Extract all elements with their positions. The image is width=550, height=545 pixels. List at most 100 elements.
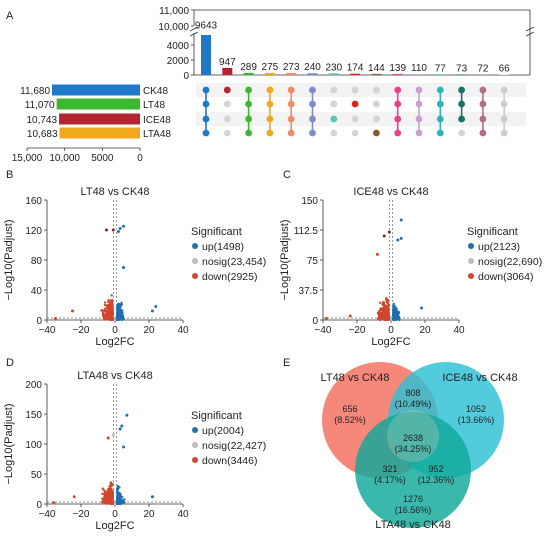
point-down xyxy=(103,491,107,495)
set-axis-tick-label: 5000 xyxy=(91,153,114,164)
set-name-label: LTA48 xyxy=(143,129,171,140)
point-down xyxy=(378,301,382,304)
matrix-dot xyxy=(309,100,316,108)
point-down xyxy=(110,298,114,302)
venn-region-percent: (10.49%) xyxy=(395,399,432,409)
point-outlier xyxy=(150,495,154,499)
matrix-dot xyxy=(309,86,316,94)
point-up xyxy=(117,501,120,505)
matrix-dot xyxy=(330,100,338,108)
matrix-dot xyxy=(415,86,423,94)
matrix-dot xyxy=(266,115,274,123)
matrix-dot xyxy=(330,115,338,123)
y-tick-label: 112.5 xyxy=(294,226,319,237)
point-up xyxy=(120,313,124,316)
y-tick-label: 200 xyxy=(25,380,42,391)
y-tick-label: 0 xyxy=(312,316,318,327)
point-down xyxy=(111,502,115,505)
legend-swatch xyxy=(468,243,474,249)
point-outlier xyxy=(120,424,124,428)
point-up xyxy=(398,318,401,322)
x-axis-label: Log2FC xyxy=(95,520,134,532)
y-tick-label: 100 xyxy=(25,440,42,451)
y-tick-label: 80 xyxy=(31,256,43,267)
matrix-dot xyxy=(245,86,253,94)
point-outlier xyxy=(154,305,158,308)
point-down xyxy=(101,492,104,496)
point-down xyxy=(380,307,384,310)
point-up xyxy=(393,310,396,313)
y-tick-label: 0 xyxy=(183,71,189,82)
point-down xyxy=(378,309,381,313)
y-axis-label: −Log10(Padjust) xyxy=(3,219,15,300)
upset-bar xyxy=(371,73,382,75)
point-down xyxy=(103,495,106,499)
point-down xyxy=(103,317,107,320)
point-up xyxy=(115,304,119,307)
point-down xyxy=(387,312,391,316)
point-down xyxy=(111,311,114,314)
point-down xyxy=(107,491,110,495)
matrix-dot xyxy=(351,129,359,137)
x-tick-label: −20 xyxy=(349,325,366,336)
panel-letter-b: B xyxy=(6,169,13,181)
point-outlier xyxy=(54,317,57,320)
legend-swatch xyxy=(192,258,198,264)
upset-bar xyxy=(201,35,211,75)
matrix-dot xyxy=(373,129,380,137)
plot-title: ICE48 vs CK48 xyxy=(353,186,428,198)
legend-title: Significant xyxy=(191,410,242,422)
point-up xyxy=(119,496,122,499)
x-tick-label: 0 xyxy=(112,509,118,520)
plot-title: LTA48 vs CK48 xyxy=(77,370,152,382)
point-up xyxy=(395,316,399,320)
venn-center-shade xyxy=(387,410,439,462)
point-up xyxy=(117,307,120,310)
point-outlier xyxy=(399,236,403,240)
legend-label: up(2123) xyxy=(478,241,520,253)
point-down xyxy=(106,494,109,497)
point-outlier xyxy=(122,224,125,228)
x-axis-label: Log2FC xyxy=(95,336,134,348)
point-down xyxy=(101,497,104,500)
upset-bar xyxy=(350,73,361,75)
point-down xyxy=(386,298,390,302)
point-up xyxy=(118,313,122,317)
point-down xyxy=(110,318,113,322)
upset-bar-label: 273 xyxy=(283,62,300,73)
venn-diagram: LT48 vs CK48 ICE48 vs CK48 LTA48 vs CK48 65… xyxy=(321,362,518,531)
venn-region-count: 2638 xyxy=(403,433,423,443)
matrix-dot xyxy=(351,100,359,108)
matrix-dot xyxy=(415,100,423,108)
point-down xyxy=(107,299,110,302)
legend-title: Significant xyxy=(191,226,242,238)
point-up xyxy=(117,311,120,314)
point-up xyxy=(117,303,121,306)
point-down xyxy=(103,314,106,317)
y-tick-label: 150 xyxy=(301,196,318,207)
matrix-dot xyxy=(373,86,380,94)
point-outlier xyxy=(396,238,400,242)
matrix-dot xyxy=(245,115,253,123)
point-up xyxy=(393,311,396,315)
volcano-plot: LT48 vs CK48 0 40 80 120 160 −40 −20 0 20 40 Log2FC… xyxy=(3,186,266,348)
legend-label: down(3446) xyxy=(202,455,257,467)
point-outlier xyxy=(324,316,328,320)
set-axis-tick-label: 15,000 xyxy=(12,153,43,164)
legend-label: up(2004) xyxy=(202,425,244,437)
legend-swatch xyxy=(192,427,198,433)
matrix-dot xyxy=(330,86,338,94)
matrix-dot xyxy=(394,129,402,137)
legend-swatch xyxy=(468,258,474,264)
set-name-label: LT48 xyxy=(143,100,165,111)
point-up xyxy=(116,493,120,497)
legend-title: Significant xyxy=(467,226,518,238)
point-outlier xyxy=(382,234,386,238)
matrix-dot xyxy=(266,129,274,137)
x-tick-label: 40 xyxy=(177,325,189,336)
x-tick-label: 40 xyxy=(453,325,465,336)
matrix-dot xyxy=(458,129,465,137)
matrix-dot xyxy=(351,115,359,123)
set-size-bar xyxy=(56,98,140,110)
